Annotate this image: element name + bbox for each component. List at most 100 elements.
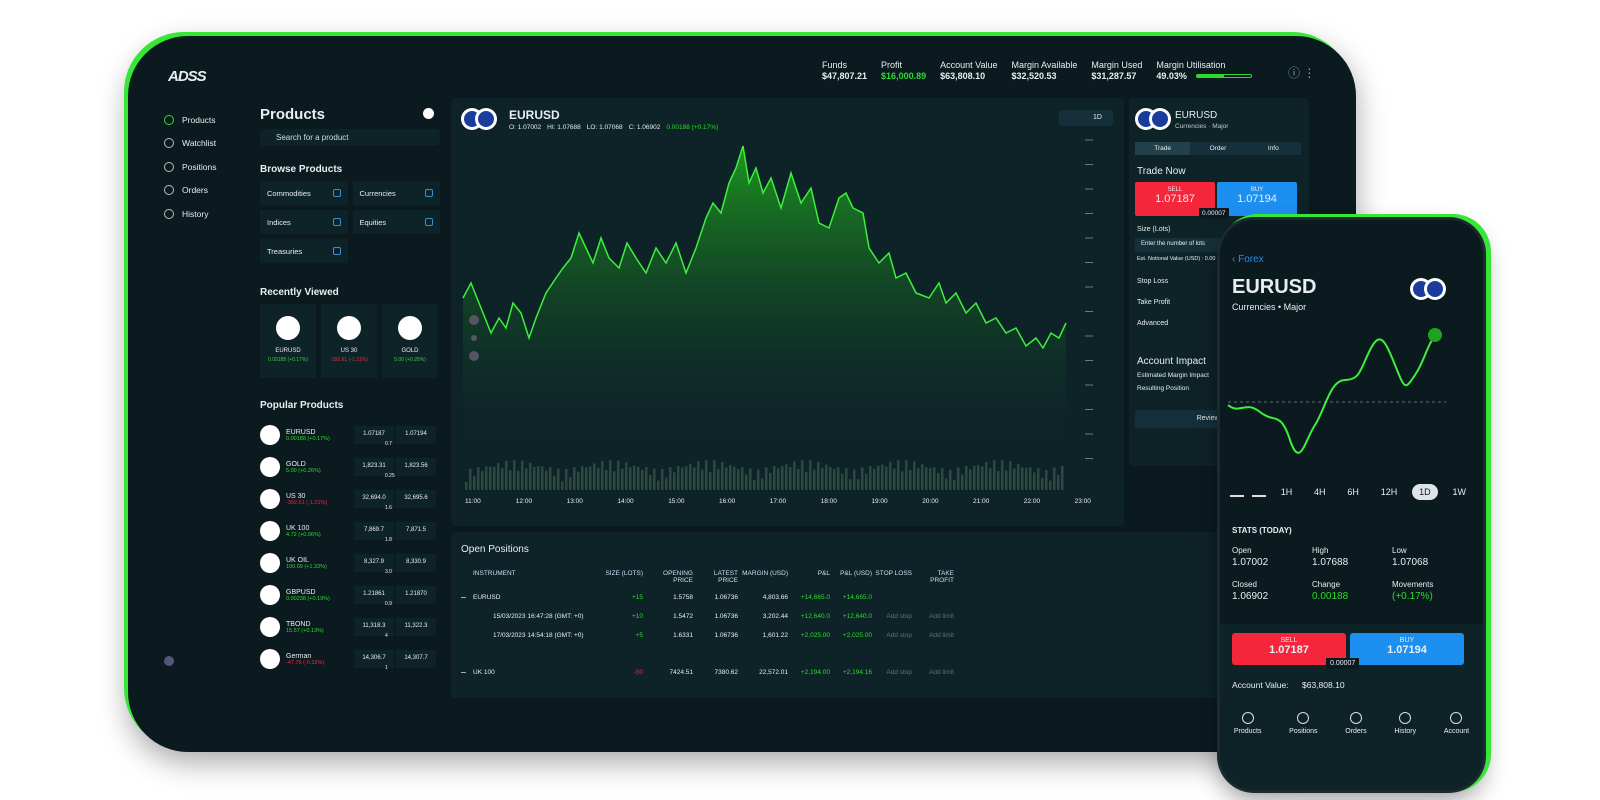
tab[interactable]: History [1394,712,1416,735]
buy-price[interactable]: 32,695.6 [396,490,436,508]
stat-label: Low [1392,546,1407,555]
category[interactable]: Indices [260,210,348,234]
tab[interactable]: Account [1444,712,1469,735]
tab[interactable]: Positions [1289,712,1318,735]
buy-label: BUY [1250,187,1264,193]
stat: Open 1.07002 [1232,546,1312,568]
timeframe[interactable]: 1W [1452,487,1466,497]
volume-bar [925,467,928,490]
category[interactable]: Commodities [260,181,348,205]
buy-button[interactable]: BUY 1.07194 [1217,182,1297,216]
cell: +15 [631,594,643,601]
sell-price[interactable]: 1.21861 [354,586,394,604]
sell-price[interactable]: 1,823.31 [354,458,394,476]
nav-item[interactable]: Watchlist [164,132,217,156]
volume-bar [617,460,620,490]
position-row[interactable]: 15/03/2023 16:47:28 (GMT: +0) +10 1.5472 1.… [461,607,1001,626]
position-row[interactable]: 17/03/2023 14:54:18 (GMT: +0) +5 1.6331 1.0… [461,626,1001,645]
timeframe[interactable]: 1D [1412,484,1438,500]
recent-card[interactable]: GOLD 5.00 (+0.26%) [382,304,438,378]
stat-label: Account Value [940,60,998,70]
volume-bar [721,462,724,490]
sell-price[interactable]: 14,306.7 [354,650,394,668]
recent-card[interactable]: US 30 -392.61 (-1.21%) [321,304,377,378]
buy-price[interactable]: 14,307.7 [396,650,436,668]
chart-tools[interactable] [469,315,479,361]
search-box[interactable]: Search for a product [260,129,440,146]
close-button[interactable] [423,108,434,119]
volume-bar [809,460,812,490]
volume-bar [941,468,944,490]
volume-bar [849,479,852,490]
buy-price[interactable]: 11,322.3 [396,618,436,636]
nav-item[interactable]: Orders [164,179,217,203]
nav-item[interactable]: Products [164,108,217,132]
stat: High 1.07688 [1312,546,1392,568]
collapse-button[interactable] [164,656,174,666]
volume-bar [797,468,800,490]
buy-price[interactable]: 1,823.56 [396,458,436,476]
volume-bar [861,467,864,490]
sell-price[interactable]: 1.07187 [354,426,394,444]
recent-card[interactable]: EURUSD 0.00188 (+0.17%) [260,304,316,378]
trade-tab[interactable]: Info [1267,145,1279,152]
tab[interactable]: Orders [1345,712,1367,735]
position-row[interactable]: UK 100 -50 7424.51 7380.62 22,572.01 +2,194.0… [461,663,1001,682]
recent-change: 0.00188 (+0.17%) [268,357,308,363]
popular-row[interactable]: UK 100 4.72 (+0.06%) 7,869.7 7,871.5 1.8 [260,515,440,547]
category[interactable]: Equities [352,210,440,234]
phone-buy[interactable]: BUY 1.07194 [1350,633,1464,665]
stop-loss[interactable]: Stop Loss [1137,278,1169,285]
sell-price[interactable]: 8,327.9 [354,554,394,572]
timeframe[interactable]: 4H [1314,487,1326,497]
price-area [463,146,1066,458]
notional: Est. Notional Value (USD) : 0.00 [1137,256,1216,262]
volume-bar [593,463,596,490]
buy-price[interactable]: 7,871.5 [396,522,436,540]
take-profit[interactable]: Take Profit [1137,299,1171,306]
stat-value: 49.03% [1156,71,1187,81]
timeframe[interactable]: 12H [1380,487,1398,497]
advanced[interactable]: Advanced [1137,320,1169,327]
spread: 4 [385,633,388,639]
flag [260,585,280,605]
utilisation-fill [1197,75,1225,77]
timeframe[interactable]: 6H [1347,487,1359,497]
tab[interactable]: Products [1234,712,1261,735]
nav-item[interactable]: Positions [164,155,217,179]
trade-tab[interactable]: Order [1209,145,1227,152]
category[interactable]: Treasuries [260,239,348,263]
category-label: Treasuries [267,247,303,256]
trade-tab[interactable]: Trade [1135,142,1191,155]
volume-bar [793,461,796,490]
sell-button[interactable]: SELL 1.07187 [1135,182,1215,216]
cell: 1.5758 [673,594,693,601]
popular-row[interactable]: UK OIL 100.09 (+1.33%) 8,327.9 8,330.9 3.0 [260,547,440,579]
back-link[interactable]: ‹ Forex [1232,254,1264,265]
timeframe[interactable]: 1H [1280,487,1293,497]
popular-row[interactable]: EURUSD 0.00188 (+0.17%) 1.07187 1.07194 0.7 [260,419,440,451]
chart-type-icon[interactable] [1230,487,1244,497]
popular-row[interactable]: US 30 -392.61 (-1.21%) 32,694.0 32,695.6 1.6 [260,483,440,515]
volume-bar [913,461,916,490]
timeframe-button[interactable]: 1D [1059,110,1113,126]
volume-bar [601,461,604,490]
popular-row[interactable]: GOLD 5.00 (+0.26%) 1,823.31 1,823.56 0.25 [260,451,440,483]
position-row[interactable]: EURUSD +15 1.5758 1.06736 4,803.66 +14,665.0 +… [461,588,1001,607]
sell-price[interactable]: 11,318.3 [354,618,394,636]
volume-bar [521,460,524,490]
flag [337,316,361,340]
nav-item[interactable]: History [164,202,217,226]
draw-icon[interactable] [1251,487,1266,497]
sell-price[interactable]: 32,694.0 [354,490,394,508]
buy-price[interactable]: 8,330.9 [396,554,436,572]
sell-price[interactable]: 7,869.7 [354,522,394,540]
popular-row[interactable]: TBOND 15.57 (+0.13%) 11,318.3 11,322.3 4 [260,611,440,643]
popular-row[interactable]: German -47.76 (-0.32%) 14,306.7 14,307.7 1 [260,643,440,675]
category[interactable]: Currencies [352,181,440,205]
buy-price[interactable]: 1.21870 [396,586,436,604]
header-icons: ⓘ ⋮ [1288,66,1316,80]
positions-table: INSTRUMENT SIZE (LOTS) OPENING PRICE LATEST… [461,570,1001,682]
popular-row[interactable]: GBPUSD 0.00238 (+0.19%) 1.21861 1.21870 0.9 [260,579,440,611]
buy-price[interactable]: 1.07194 [396,426,436,444]
